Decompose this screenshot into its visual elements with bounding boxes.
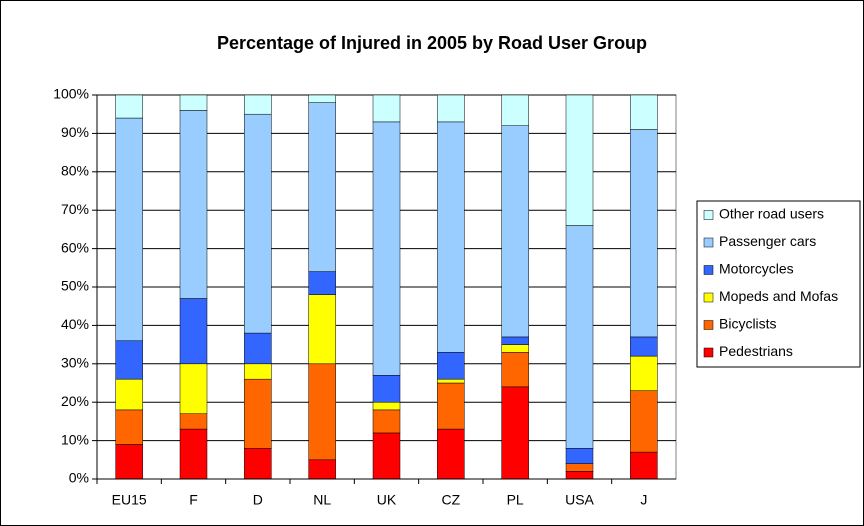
bar-segment <box>115 117 143 342</box>
legend-label: Bicyclists <box>719 316 777 332</box>
bar-segment <box>244 332 272 365</box>
chart-title: Percentage of Injured in 2005 by Road Us… <box>217 33 647 53</box>
bar-segment <box>437 378 465 384</box>
bar-segment <box>372 375 401 403</box>
legend-swatch <box>703 347 714 358</box>
bar-segment <box>437 352 465 380</box>
bar-segment <box>308 94 336 103</box>
bar-segment <box>565 94 594 226</box>
bar-segment <box>437 121 465 353</box>
bar-segment <box>372 94 401 123</box>
bar-segment <box>565 225 594 449</box>
y-tick-label: 60% <box>61 239 89 255</box>
bar-segment <box>308 102 336 272</box>
bar-segment <box>179 363 208 414</box>
bar-segment <box>565 463 594 472</box>
y-tick-label: 30% <box>61 355 89 371</box>
legend-swatch <box>703 237 714 248</box>
x-tick-label: UK <box>377 492 397 508</box>
bar-segment <box>308 271 336 295</box>
bar-segment <box>115 340 143 380</box>
y-tick-label: 100% <box>53 86 89 102</box>
legend-swatch <box>703 320 714 330</box>
bar-segment <box>501 344 529 353</box>
legend-swatch <box>703 292 714 303</box>
x-tick-label: EU15 <box>112 492 147 508</box>
bar-segment <box>501 336 529 345</box>
bar-segment <box>372 432 401 480</box>
legend-label: Motorcycles <box>719 261 794 277</box>
x-tick-label: PL <box>507 492 524 508</box>
legend-swatch <box>703 265 714 275</box>
bar-segment <box>630 451 658 480</box>
x-tick-label: F <box>189 492 198 508</box>
bar-segment <box>115 94 143 119</box>
bar-segment <box>308 459 336 480</box>
bar-segment <box>630 390 658 453</box>
y-tick-label: 90% <box>61 124 89 140</box>
bar-segment <box>179 110 208 299</box>
bar-segment <box>179 298 208 365</box>
bar-segment <box>179 428 208 480</box>
bar-segment <box>501 94 529 126</box>
bar-segment <box>437 94 465 123</box>
bar-segment <box>244 94 272 115</box>
bar-segment <box>244 363 272 380</box>
bar-segment <box>308 294 336 365</box>
bar-segment <box>372 121 401 376</box>
bar-segment <box>437 382 465 430</box>
bar-segment <box>372 401 401 411</box>
y-tick-label: 0% <box>69 470 89 486</box>
bar-segment <box>630 94 658 130</box>
y-tick-label: 80% <box>61 163 89 179</box>
bar-segment <box>115 409 143 445</box>
bar-segment <box>630 129 658 338</box>
y-tick-label: 40% <box>61 316 89 332</box>
x-tick-label: CZ <box>441 492 460 508</box>
bar-segment <box>244 378 272 449</box>
bar-segment <box>630 355 658 391</box>
legend-swatch <box>703 210 714 220</box>
x-tick-label: NL <box>313 492 331 508</box>
bar-segment <box>115 444 143 480</box>
bar-segment <box>565 471 594 480</box>
y-tick-label: 70% <box>61 201 89 217</box>
y-tick-label: 10% <box>61 431 89 447</box>
legend-label: Pedestrians <box>719 343 793 359</box>
bar-segment <box>179 94 208 111</box>
bar-segment <box>565 448 594 464</box>
y-tick-label: 20% <box>61 393 89 409</box>
y-tick-label: 50% <box>61 278 89 294</box>
bar-segment <box>372 409 401 434</box>
legend-label: Other road users <box>719 206 824 222</box>
bar-segment <box>244 113 272 334</box>
legend-label: Passenger cars <box>719 233 816 249</box>
bar-segment <box>501 352 529 388</box>
bar-segment <box>115 378 143 411</box>
bar-segment <box>437 428 465 480</box>
bar-segment <box>179 413 208 430</box>
bar-segment <box>308 363 336 461</box>
bar-segment <box>244 448 272 480</box>
x-tick-label: USA <box>565 492 594 508</box>
x-tick-label: D <box>253 492 263 508</box>
x-tick-label: J <box>640 492 647 508</box>
bar-segment <box>501 386 529 480</box>
bar-segment <box>501 125 529 338</box>
legend-box <box>696 200 861 368</box>
legend-label: Mopeds and Mofas <box>719 288 838 304</box>
bar-segment <box>630 336 658 357</box>
